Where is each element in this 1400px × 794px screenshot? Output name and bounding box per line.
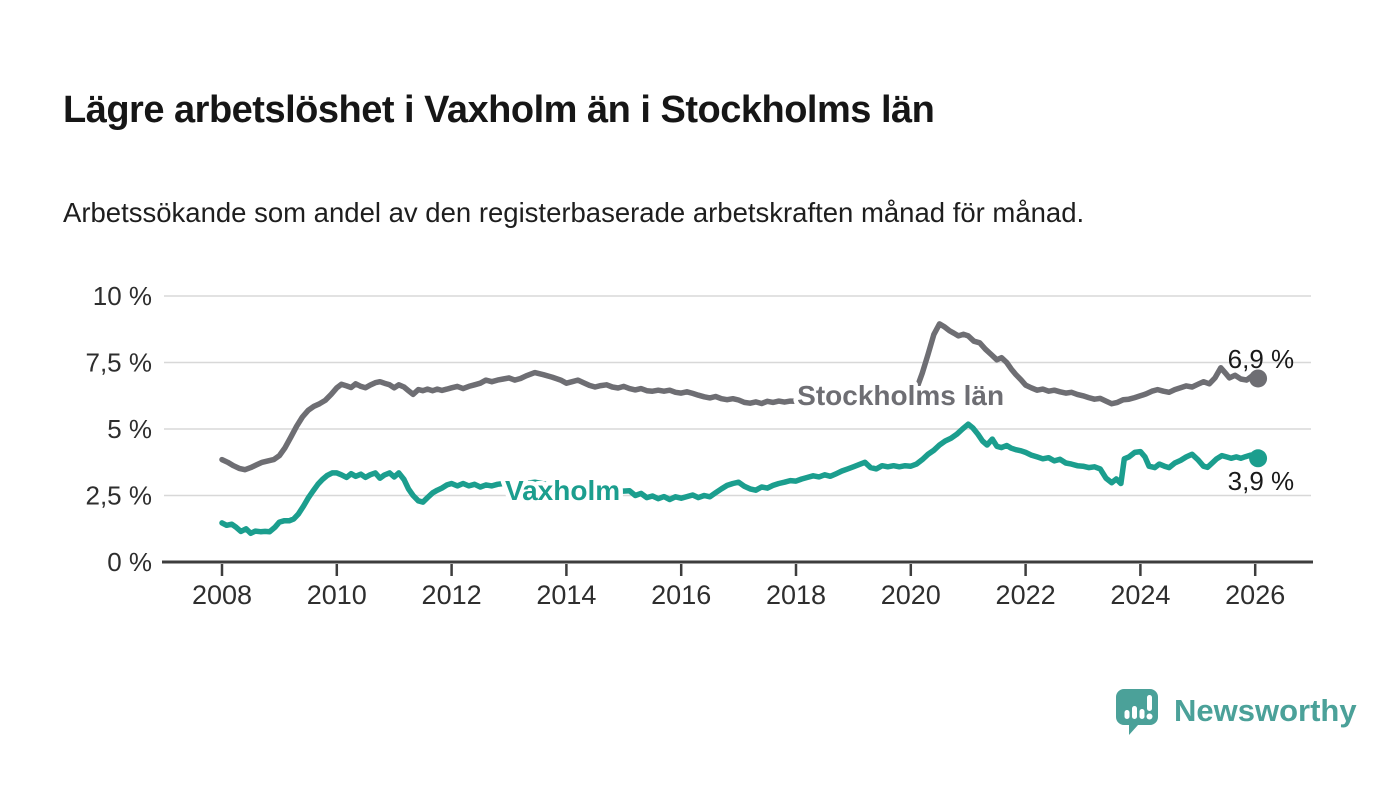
x-axis-tick-label: 2020 xyxy=(881,580,941,610)
series-end-dot-stockholms-lan xyxy=(1249,369,1268,388)
end-value-label-vaxholm: 3,9 % xyxy=(1228,466,1295,496)
x-axis-tick-label: 2018 xyxy=(766,580,826,610)
brand-footer: Newsworthy xyxy=(1113,686,1357,736)
y-axis-tick-label: 0 % xyxy=(107,547,152,577)
line-chart: 0 % 2,5 % 5 % 7,5 % 10 % 2008 2010 2012 2014 2016… xyxy=(86,281,1313,610)
x-axis-tick-label: 2024 xyxy=(1110,580,1170,610)
brand-name: Newsworthy xyxy=(1174,693,1357,728)
series-end-dot-vaxholm xyxy=(1249,449,1268,468)
page-title: Lägre arbetslöshet i Vaxholm än i Stockh… xyxy=(63,89,935,132)
y-axis-tick-label: 7,5 % xyxy=(86,348,153,378)
end-value-label-stockholms-lan: 6,9 % xyxy=(1228,344,1295,374)
x-axis-tick-label: 2016 xyxy=(651,580,711,610)
y-axis-tick-label: 5 % xyxy=(107,414,152,444)
series-label-stockholms-lan: Stockholms län xyxy=(797,380,1004,411)
series-line-vaxholm xyxy=(219,421,1261,537)
x-axis-tick-label: 2022 xyxy=(996,580,1056,610)
series-line-stockholms-lan xyxy=(219,321,1261,473)
chart-subtitle: Arbetssökande som andel av den registerb… xyxy=(63,196,1085,228)
x-axis-tick-label: 2008 xyxy=(192,580,252,610)
x-axis-tick-label: 2014 xyxy=(536,580,596,610)
x-axis-tick-label: 2026 xyxy=(1225,580,1285,610)
x-axis-tick-label: 2010 xyxy=(307,580,367,610)
y-axis-tick-label: 10 % xyxy=(93,281,152,311)
y-axis-tick-label: 2,5 % xyxy=(86,481,153,511)
series-label-vaxholm: Vaxholm xyxy=(505,475,620,506)
x-axis-tick-label: 2012 xyxy=(422,580,482,610)
newsworthy-logo-icon xyxy=(1116,689,1158,735)
